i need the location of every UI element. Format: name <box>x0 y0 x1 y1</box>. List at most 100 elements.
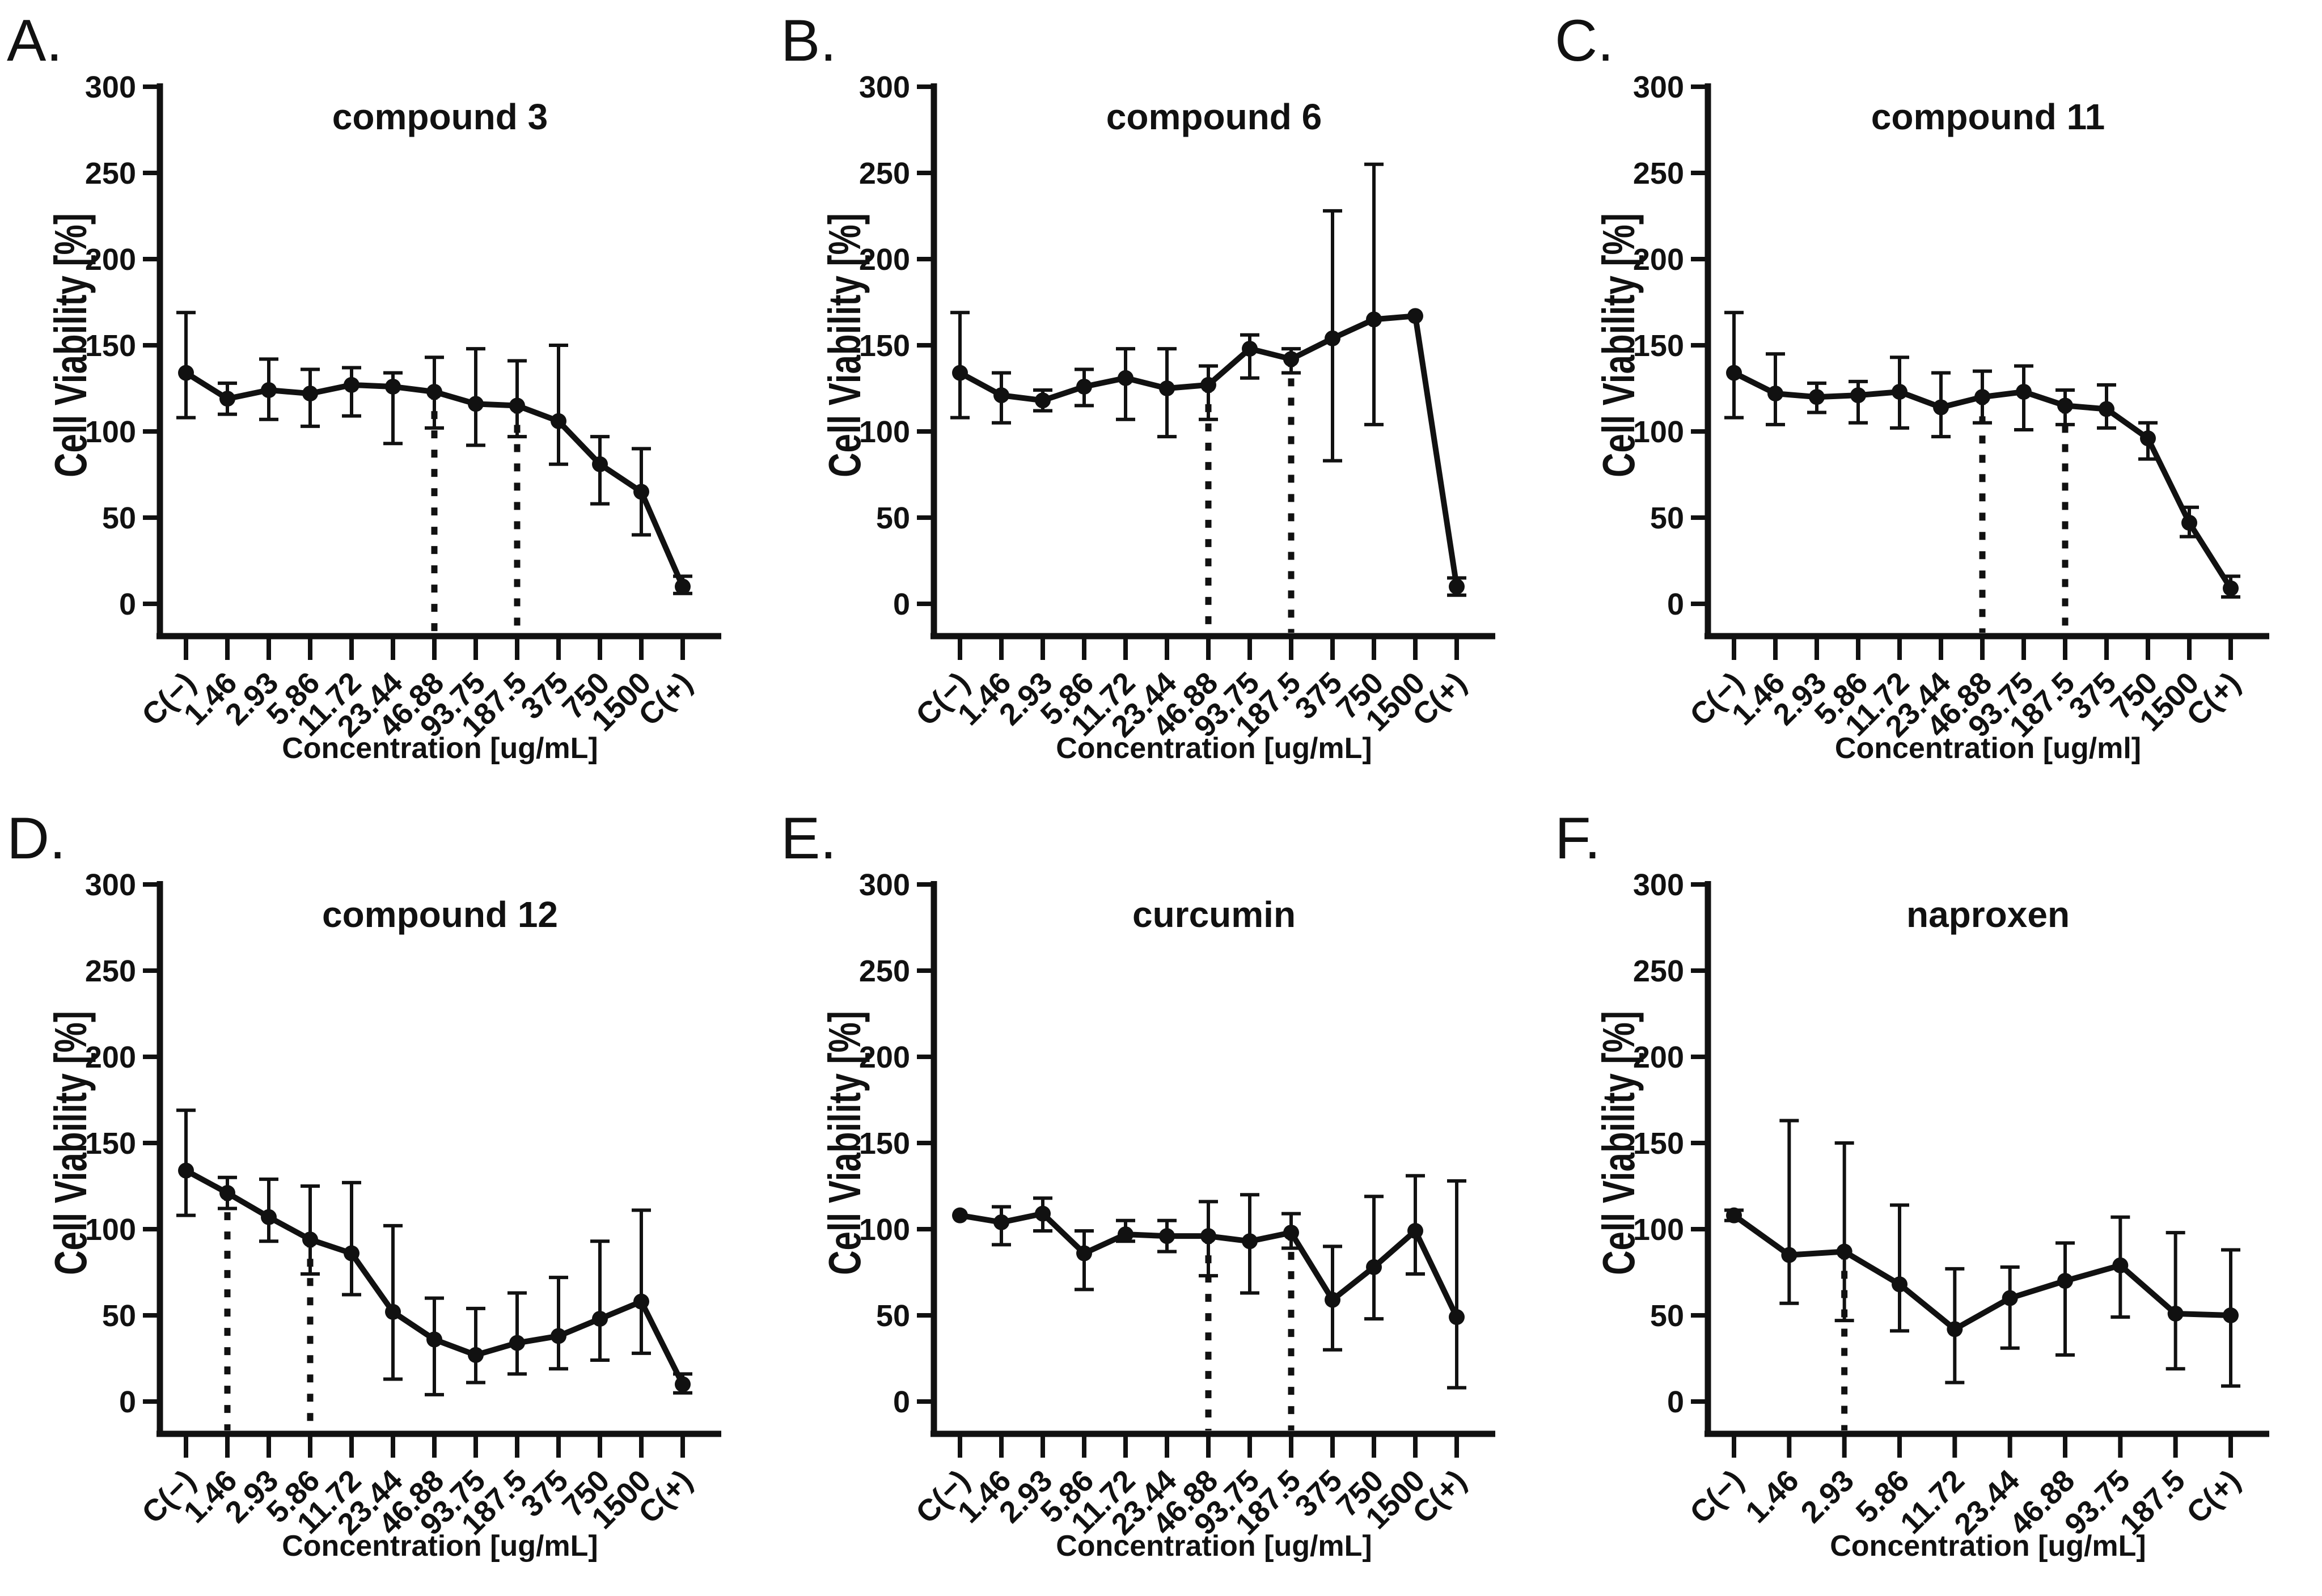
y-tick-label: 0 <box>893 587 910 621</box>
data-point <box>178 365 194 381</box>
chart-panel: D. compound 12 Cell Viability [%] Concentr… <box>0 798 774 1595</box>
data-point <box>344 376 359 393</box>
data-point <box>675 578 691 595</box>
line-chart: compound 12 Cell Viability [%] Concentrati… <box>45 868 721 1563</box>
data-point <box>344 1245 359 1261</box>
data-point <box>468 396 484 412</box>
data-point <box>385 378 401 395</box>
data-point <box>219 1185 235 1201</box>
y-tick-label: 50 <box>1650 1299 1684 1333</box>
data-point <box>1809 389 1825 405</box>
chart-title: naproxen <box>1906 894 2070 935</box>
y-tick-label: 250 <box>1633 954 1684 988</box>
y-tick-label: 150 <box>85 1127 136 1161</box>
y-tick-label: 100 <box>85 1213 136 1247</box>
data-point <box>2140 430 2156 447</box>
y-tick-label: 200 <box>1633 243 1684 277</box>
data-point <box>993 387 1009 404</box>
chart-panel: A. compound 3 Cell Viability [%] Concentra… <box>0 0 774 798</box>
data-point <box>1892 1276 1907 1293</box>
data-point <box>2099 401 2114 417</box>
data-point <box>2181 515 2197 531</box>
y-tick-label: 150 <box>1633 329 1684 363</box>
x-tick-label: 1.46 <box>1739 1463 1805 1530</box>
data-point <box>219 391 235 407</box>
panel-letter: C. <box>1555 8 1614 74</box>
y-tick-label: 100 <box>859 1213 910 1247</box>
data-point <box>1892 384 1907 400</box>
data-point <box>952 1207 968 1224</box>
chart-panel: C. compound 11 Cell Viability [%] Concentr… <box>1548 0 2322 798</box>
data-point <box>633 484 649 500</box>
panel-letter: E. <box>781 806 837 871</box>
y-axis-label: Cell Viability [%] <box>45 213 96 477</box>
y-tick-label: 150 <box>859 329 910 363</box>
y-tick-label: 300 <box>859 868 910 902</box>
data-point <box>1035 1205 1051 1222</box>
data-point <box>2167 1305 2184 1322</box>
data-point <box>385 1303 401 1320</box>
data-point <box>1159 1228 1175 1244</box>
y-tick-label: 300 <box>85 70 136 104</box>
data-point <box>551 413 566 429</box>
x-axis-label: Concentration [ug/mL] <box>1056 732 1372 765</box>
y-tick-label: 100 <box>85 415 136 449</box>
chart-title: compound 6 <box>1106 96 1322 137</box>
y-tick-label: 0 <box>1667 1385 1684 1419</box>
y-tick-label: 150 <box>859 1127 910 1161</box>
data-point <box>1200 1228 1216 1244</box>
data-point <box>1974 389 1990 405</box>
data-point <box>261 1209 277 1225</box>
line-chart: compound 3 Cell Viability [%] Concentratio… <box>45 70 721 765</box>
data-point <box>2057 1273 2073 1289</box>
y-tick-label: 250 <box>1633 156 1684 190</box>
line-chart: compound 6 Cell Viability [%] Concentratio… <box>819 70 1495 765</box>
y-tick-label: 300 <box>85 868 136 902</box>
y-tick-label: 200 <box>85 243 136 277</box>
data-point <box>1726 1207 1742 1224</box>
x-tick-label: 2.93 <box>1794 1463 1860 1530</box>
y-tick-label: 100 <box>1633 1213 1684 1247</box>
y-tick-label: 150 <box>85 329 136 363</box>
series-line <box>1732 1213 2231 1332</box>
y-tick-label: 300 <box>1633 868 1684 902</box>
y-axis-label: Cell Viability [%] <box>819 213 870 477</box>
y-axis-label: Cell Viability [%] <box>1593 1011 1644 1275</box>
y-tick-label: 250 <box>859 156 910 190</box>
data-point <box>2223 580 2239 596</box>
y-tick-label: 50 <box>1650 501 1684 535</box>
y-tick-label: 0 <box>893 1385 910 1419</box>
y-tick-label: 200 <box>859 243 910 277</box>
data-point <box>952 365 968 381</box>
x-axis-label: Concentration [ug/mL] <box>282 732 598 765</box>
data-point <box>1407 308 1423 324</box>
data-point <box>1366 311 1382 328</box>
panel-letter: A. <box>7 8 63 74</box>
x-tick-label: C(−) <box>1684 1463 1750 1530</box>
data-point <box>1850 387 1866 404</box>
y-tick-label: 100 <box>859 415 910 449</box>
data-point <box>1947 1321 1963 1337</box>
y-axis-label: Cell Viability [%] <box>819 1011 870 1275</box>
panel-letter: F. <box>1555 806 1601 871</box>
data-point <box>1933 399 1949 416</box>
data-point <box>468 1347 484 1363</box>
y-tick-label: 250 <box>859 954 910 988</box>
data-point <box>1242 1233 1258 1250</box>
data-point <box>2002 1290 2018 1306</box>
y-tick-label: 250 <box>85 156 136 190</box>
line-chart: naproxen Cell Viability [%] Concentration … <box>1593 868 2269 1563</box>
x-axis-label: Concentration [ug/ml] <box>1835 732 2141 765</box>
data-point <box>509 1335 525 1351</box>
data-point <box>2016 384 2032 400</box>
data-point <box>261 382 277 399</box>
y-tick-label: 50 <box>876 1299 910 1333</box>
data-point <box>1449 578 1465 595</box>
data-point <box>1449 1309 1465 1326</box>
x-axis-label: Concentration [ug/mL] <box>1830 1530 2146 1563</box>
data-point <box>426 384 442 400</box>
panel-letter: D. <box>7 806 66 871</box>
chart-panel: B. compound 6 Cell Viability [%] Concentra… <box>774 0 1548 798</box>
data-point <box>993 1214 1009 1230</box>
y-tick-label: 50 <box>102 501 136 535</box>
